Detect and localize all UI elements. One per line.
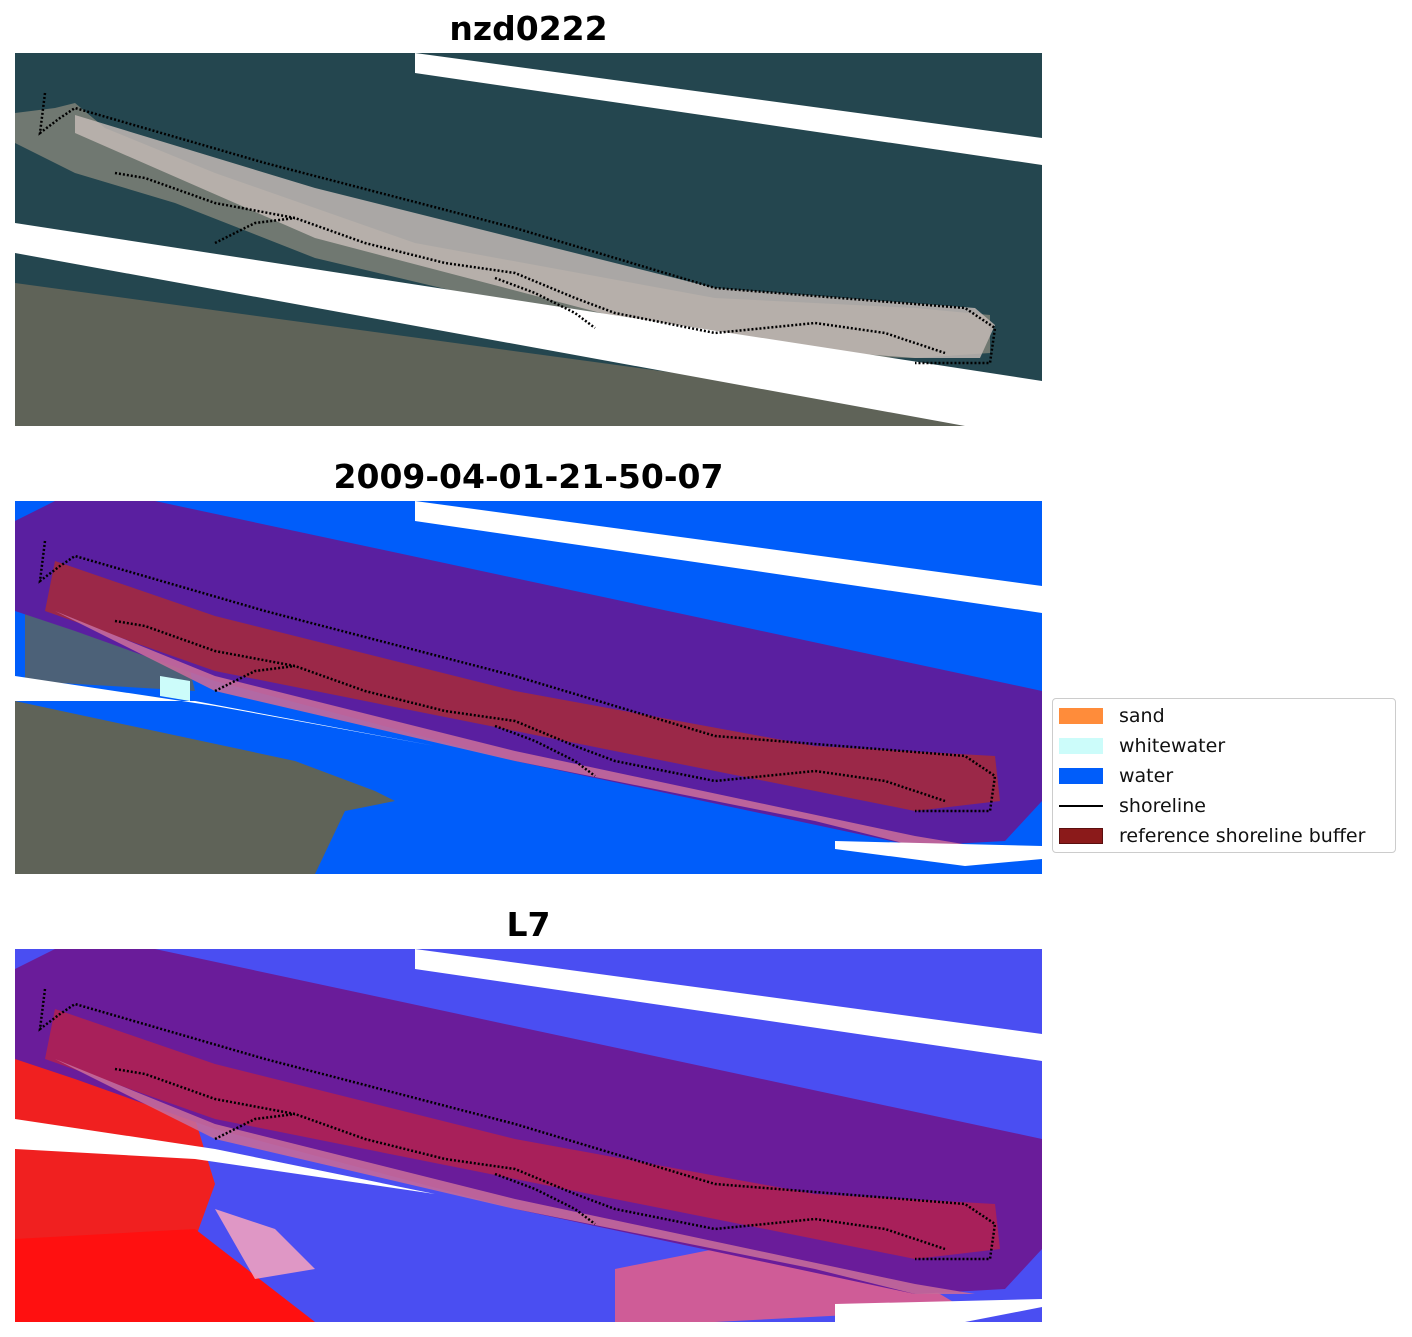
panel-title-3: L7 <box>506 905 551 944</box>
rgb-image-panel <box>15 53 1042 426</box>
nodata-stripe-top <box>415 53 1042 165</box>
legend-swatch-reference-buffer <box>1059 828 1103 844</box>
whitewater-patch <box>160 676 190 701</box>
shoreline-line-1 <box>38 540 997 813</box>
nodata-stripe-top <box>415 501 1042 613</box>
classified-image-panel <box>15 501 1042 874</box>
legend-item-whitewater: whitewater <box>1059 733 1225 759</box>
legend-item-water: water <box>1059 763 1173 789</box>
buffer-red <box>45 561 1000 811</box>
nodata-stripe-bottom <box>15 223 1042 426</box>
legend: sand whitewater water shoreline referenc… <box>1052 698 1396 853</box>
legend-item-sand: sand <box>1059 703 1165 729</box>
legend-label: shoreline <box>1119 795 1206 817</box>
shoreline-line-1 <box>38 92 997 365</box>
legend-swatch-sand <box>1059 708 1103 724</box>
land-area <box>15 701 395 874</box>
legend-item-reference-buffer: reference shoreline buffer <box>1059 823 1365 849</box>
legend-swatch-shoreline <box>1059 805 1103 807</box>
legend-label: whitewater <box>1119 735 1226 757</box>
index-image-panel <box>15 949 1042 1322</box>
nodata-stripe-top <box>415 949 1042 1061</box>
legend-swatch-whitewater <box>1059 738 1103 754</box>
buffer-red <box>45 1009 1000 1259</box>
panel-title-2: 2009-04-01-21-50-07 <box>333 457 724 496</box>
legend-label: water <box>1119 765 1174 787</box>
nodata-stripe-mid <box>15 676 435 746</box>
legend-label: sand <box>1119 705 1165 727</box>
sand-beach <box>75 115 995 358</box>
nodata-stripe-mid <box>15 1119 435 1194</box>
legend-swatch-water <box>1059 768 1103 784</box>
legend-label: reference shoreline buffer <box>1119 825 1366 847</box>
shoreline-line-1 <box>38 988 997 1261</box>
panel-title-1: nzd0222 <box>449 9 608 48</box>
legend-item-shoreline: shoreline <box>1059 793 1206 819</box>
